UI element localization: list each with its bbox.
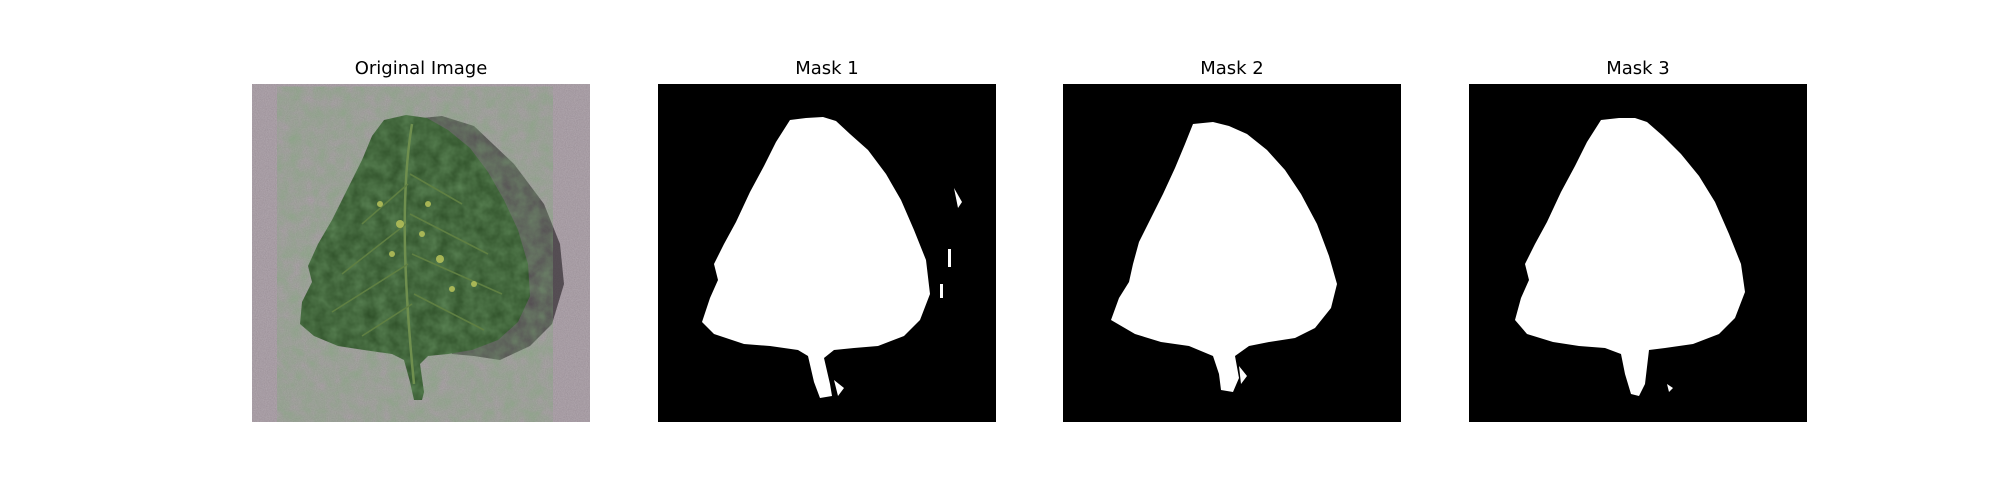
- original-leaf-photo: [252, 84, 590, 422]
- mask-3-image: [1469, 84, 1807, 422]
- panel-title: Mask 3: [1606, 58, 1670, 79]
- panel-original-image: Original Image: [252, 0, 590, 500]
- panel-title: Mask 1: [795, 58, 859, 79]
- panel-title: Original Image: [354, 58, 488, 79]
- panel-mask-2: Mask 2: [1063, 0, 1401, 500]
- panel-mask-3: Mask 3: [1469, 0, 1807, 500]
- panel-mask-1: Mask 1: [658, 0, 996, 500]
- panel-title: Mask 2: [1200, 58, 1264, 79]
- mask-1-image: [658, 84, 996, 422]
- mask-2-image: [1063, 84, 1401, 422]
